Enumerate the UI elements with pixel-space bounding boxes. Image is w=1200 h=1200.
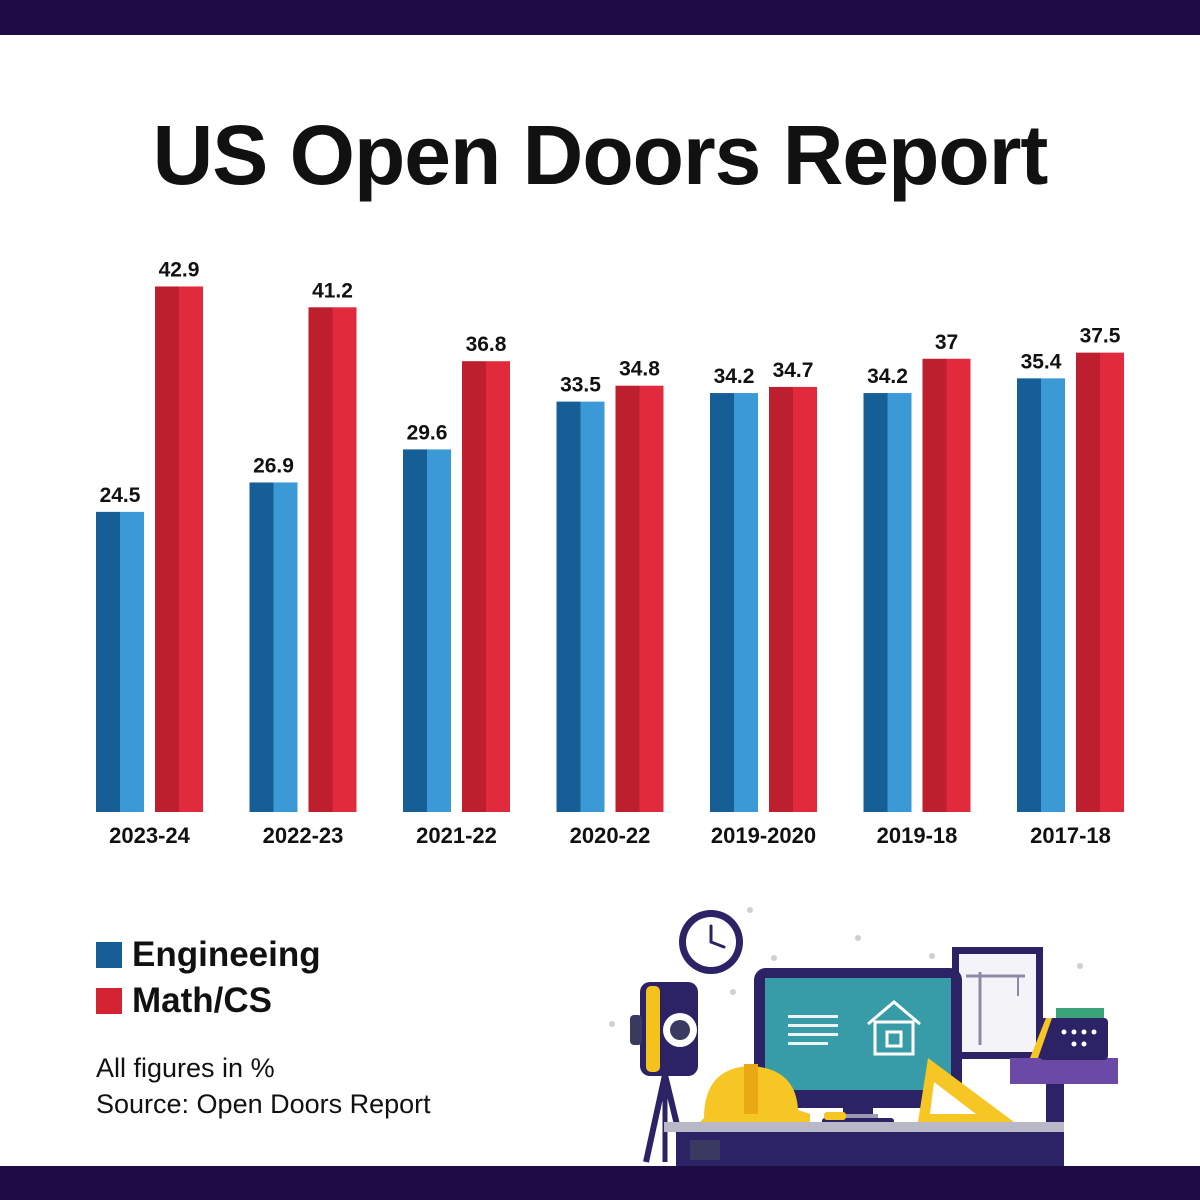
- x-tick-label: 2019-2020: [711, 823, 816, 848]
- screwdriver-icon: [824, 1112, 878, 1120]
- data-label: 37.5: [1080, 325, 1121, 348]
- x-tick-label: 2020-22: [570, 823, 651, 848]
- data-label: 42.9: [159, 258, 200, 281]
- bar-math-cs: [615, 385, 640, 812]
- data-label: 29.6: [407, 421, 448, 444]
- data-label: 26.9: [253, 454, 294, 477]
- bar-math-cs: [1076, 352, 1100, 812]
- legend-item-math-cs: Math/CS: [96, 978, 321, 1024]
- data-label: 34.2: [714, 365, 755, 388]
- bar-math-cs: [462, 361, 486, 812]
- bar-engineering: [96, 511, 120, 812]
- data-label: 34.2: [867, 365, 908, 388]
- clock-icon: [679, 910, 743, 974]
- notes: All figures in % Source: Open Doors Repo…: [96, 1050, 431, 1122]
- bar-engineering: [863, 393, 888, 812]
- data-label: 33.5: [560, 374, 601, 397]
- bar-math-cs-highlight: [793, 386, 817, 812]
- desk-icon: [664, 1122, 1064, 1166]
- bar-engineering-highlight: [734, 393, 758, 812]
- bar-engineering: [403, 449, 427, 812]
- bar-math-cs-highlight: [332, 307, 357, 812]
- bar-math-cs-highlight: [639, 385, 664, 812]
- bar-engineering-highlight: [1041, 378, 1065, 812]
- set-square-icon: [918, 1058, 1014, 1122]
- bar-math-cs: [308, 307, 333, 812]
- bar-math-cs-highlight: [946, 358, 971, 812]
- monitor-icon: [754, 968, 962, 1126]
- bar-engineering-highlight: [120, 511, 144, 812]
- bar-math-cs-highlight: [179, 286, 203, 813]
- bottom-band: [0, 1166, 1200, 1200]
- bar-engineering: [556, 401, 581, 812]
- x-tick-label: 2017-18: [1030, 823, 1111, 848]
- engineering-illustration: [609, 907, 1118, 1166]
- x-tick-label: 2022-23: [263, 823, 344, 848]
- data-label: 34.7: [773, 359, 814, 382]
- bar-math-cs-highlight: [1100, 352, 1124, 812]
- legend: Engineeing Math/CS: [96, 932, 321, 1024]
- data-label: 24.5: [100, 484, 141, 507]
- bar-chart: 24.5 42.9 2023-24 26.9 41.2 2022-23 29.6 36.8 20…: [96, 258, 1124, 848]
- legend-swatch-math-cs: [96, 988, 122, 1014]
- bar-engineering: [710, 393, 734, 812]
- legend-label-engineering: Engineeing: [132, 935, 321, 974]
- bar-math-cs: [155, 286, 179, 813]
- bar-engineering: [1017, 378, 1041, 812]
- x-tick-label: 2023-24: [109, 823, 191, 848]
- survey-camera-icon: [630, 982, 698, 1163]
- data-label: 36.8: [466, 333, 507, 356]
- legend-label-math-cs: Math/CS: [132, 981, 272, 1020]
- x-tick-label: 2019-18: [877, 823, 958, 848]
- source-note: Source: Open Doors Report: [96, 1089, 431, 1119]
- hard-hat-icon: [698, 1064, 810, 1124]
- printer-icon: [1010, 1008, 1118, 1166]
- top-band: [0, 0, 1200, 35]
- bar-math-cs: [769, 386, 793, 812]
- bar-math-cs-highlight: [486, 361, 510, 812]
- framed-crane-icon: [952, 947, 1043, 1059]
- units-note: All figures in %: [96, 1053, 275, 1083]
- page-title: US Open Doors Report: [152, 108, 1049, 202]
- bar-engineering-highlight: [427, 449, 451, 812]
- bar-engineering-highlight: [273, 482, 298, 812]
- data-label: 41.2: [312, 279, 353, 302]
- data-label: 34.8: [619, 358, 660, 381]
- legend-item-engineering: Engineeing: [96, 932, 321, 978]
- bar-engineering-highlight: [580, 401, 605, 812]
- house-icon: [867, 1000, 921, 1056]
- bar-engineering: [249, 482, 274, 812]
- data-label: 35.4: [1021, 350, 1062, 373]
- x-tick-label: 2021-22: [416, 823, 497, 848]
- legend-swatch-engineering: [96, 942, 122, 968]
- data-label: 37: [935, 331, 958, 354]
- bar-math-cs: [922, 358, 947, 812]
- bar-engineering-highlight: [887, 393, 912, 812]
